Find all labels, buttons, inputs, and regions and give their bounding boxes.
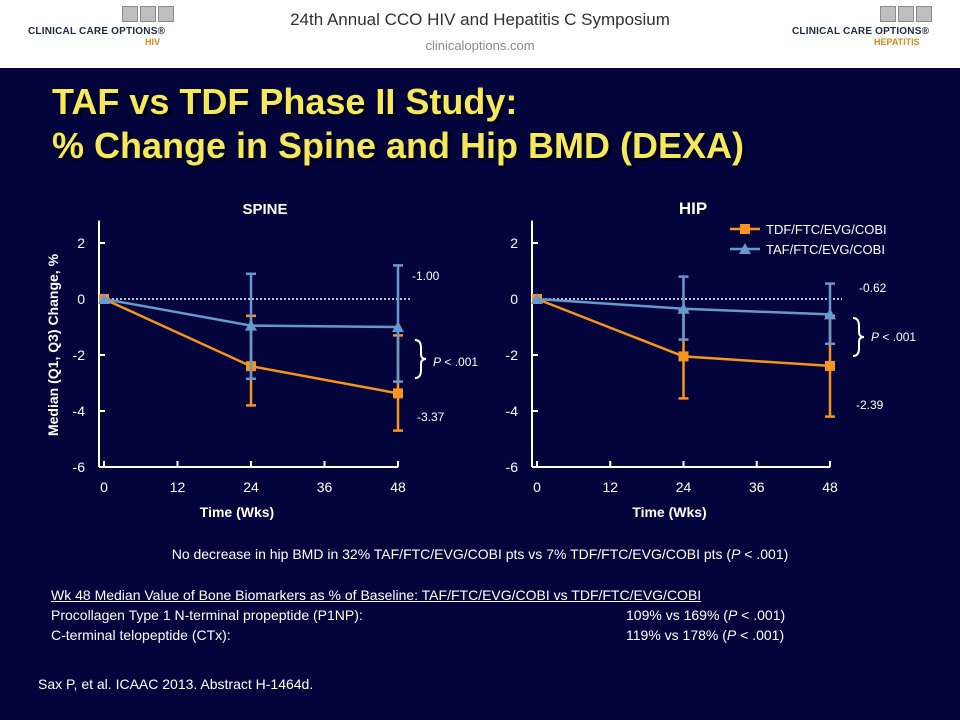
note-p-rest: < .001) bbox=[740, 546, 789, 562]
value-annotation: -3.37 bbox=[417, 410, 445, 424]
biomarker-row: Procollagen Type 1 N-terminal propeptide… bbox=[51, 605, 931, 625]
biomarker-label: Procollagen Type 1 N-terminal propeptide… bbox=[51, 607, 363, 623]
x-tick-label: 0 bbox=[533, 479, 541, 495]
legend-marker-square bbox=[740, 224, 750, 234]
data-point-triangle bbox=[392, 321, 404, 332]
data-point-square bbox=[678, 351, 689, 362]
logo-brand: CLINICAL CARE OPTIONS® bbox=[792, 26, 930, 37]
cco-mark-icon bbox=[880, 6, 932, 22]
biomarkers-table: Wk 48 Median Value of Bone Biomarkers as… bbox=[51, 585, 931, 645]
x-axis-label: Time (Wks) bbox=[200, 504, 274, 520]
brace-bracket bbox=[414, 339, 427, 379]
header-url: clinicaloptions.com bbox=[425, 38, 535, 53]
x-tick-label: 48 bbox=[390, 479, 406, 495]
biomarker-row: C-terminal telopeptide (CTx): 119% vs 17… bbox=[51, 625, 931, 645]
cco-mark-o bbox=[158, 6, 174, 22]
logo-sub: HIV bbox=[145, 37, 161, 47]
cco-mark-c1 bbox=[880, 6, 896, 22]
y-tick-label: -6 bbox=[73, 459, 86, 475]
y-tick-label: -4 bbox=[506, 403, 519, 419]
panel-title: HIP bbox=[679, 199, 707, 218]
y-tick-label: 0 bbox=[510, 291, 518, 307]
legend-label: TAF/FTC/EVG/COBI bbox=[766, 242, 885, 257]
y-tick-label: -6 bbox=[506, 459, 519, 475]
y-tick-label: 2 bbox=[510, 235, 518, 251]
y-tick-label: -2 bbox=[506, 347, 519, 363]
hip-bmd-note: No decrease in hip BMD in 32% TAF/FTC/EV… bbox=[0, 546, 960, 562]
slide-title-line1: TAF vs TDF Phase II Study: bbox=[52, 81, 518, 122]
slide-title: TAF vs TDF Phase II Study: % Change in S… bbox=[52, 80, 744, 168]
data-point-triangle bbox=[677, 302, 690, 314]
x-tick-label: 24 bbox=[676, 479, 692, 495]
cco-mark-icon bbox=[122, 6, 174, 22]
x-tick-label: 36 bbox=[749, 479, 765, 495]
biomarkers-heading: Wk 48 Median Value of Bone Biomarkers as… bbox=[51, 587, 702, 603]
cco-mark-c2 bbox=[898, 6, 914, 22]
bmd-charts: SPINE 2 0 -2 -4 -6 0 12 24 36 48 Time (Wks) Median (… bbox=[45, 199, 916, 520]
y-tick-label: 2 bbox=[77, 235, 85, 251]
brace-bracket bbox=[852, 317, 865, 357]
panel-title: SPINE bbox=[242, 201, 287, 218]
logo-sub: HEPATITIS bbox=[874, 37, 920, 47]
p-value-label: P < .001 bbox=[871, 330, 916, 344]
y-tick-label: -4 bbox=[73, 403, 86, 419]
cco-hepatitis-logo: CLINICAL CARE OPTIONS® HEPATITIS bbox=[792, 6, 932, 47]
legend-marker-triangle bbox=[739, 243, 751, 254]
data-point-square bbox=[393, 388, 403, 399]
note-text: No decrease in hip BMD in 32% TAF/FTC/EV… bbox=[171, 546, 732, 562]
x-tick-label: 36 bbox=[317, 479, 333, 495]
slide-title-line2: % Change in Spine and Hip BMD (DEXA) bbox=[52, 125, 745, 166]
value-annotation: -1.00 bbox=[412, 269, 440, 283]
value-annotation: -2.39 bbox=[856, 398, 884, 412]
y-tick-label: 0 bbox=[77, 291, 85, 307]
cco-mark-o bbox=[916, 6, 932, 22]
logo-brand: CLINICAL CARE OPTIONS® bbox=[28, 26, 166, 37]
citation: Sax P, et al. ICAAC 2013. Abstract H-146… bbox=[38, 676, 314, 692]
header-bar: CLINICAL CARE OPTIONS® HIV 24th Annual C… bbox=[0, 0, 960, 68]
x-tick-label: 0 bbox=[100, 479, 108, 495]
x-axis-label: Time (Wks) bbox=[632, 504, 706, 520]
y-tick-label: -2 bbox=[73, 347, 86, 363]
biomarker-value: 119% vs 178% (P < .001) bbox=[626, 627, 785, 643]
cco-hiv-logo: CLINICAL CARE OPTIONS® HIV bbox=[28, 6, 174, 47]
cco-mark-c2 bbox=[140, 6, 156, 22]
legend-label: TDF/FTC/EVG/COBI bbox=[766, 222, 887, 237]
slide-background bbox=[0, 68, 960, 720]
x-tick-label: 12 bbox=[170, 479, 186, 495]
y-axis-label: Median (Q1, Q3) Change, % bbox=[45, 253, 61, 436]
x-tick-label: 24 bbox=[243, 479, 259, 495]
header-title: 24th Annual CCO HIV and Hepatitis C Symp… bbox=[290, 10, 670, 29]
data-point-triangle bbox=[98, 293, 110, 304]
data-point-square bbox=[825, 360, 835, 371]
x-tick-label: 12 bbox=[602, 479, 618, 495]
biomarker-value: 109% vs 169% (P < .001) bbox=[626, 607, 786, 623]
data-point-triangle bbox=[824, 308, 836, 320]
biomarker-label: C-terminal telopeptide (CTx): bbox=[51, 627, 231, 643]
p-value-label: P < .001 bbox=[433, 355, 478, 369]
data-point-triangle bbox=[245, 319, 257, 331]
note-p: P bbox=[731, 546, 741, 562]
value-annotation: -0.62 bbox=[859, 281, 887, 295]
cco-mark-c1 bbox=[122, 6, 138, 22]
data-point-triangle bbox=[531, 293, 543, 304]
x-tick-label: 48 bbox=[822, 479, 838, 495]
